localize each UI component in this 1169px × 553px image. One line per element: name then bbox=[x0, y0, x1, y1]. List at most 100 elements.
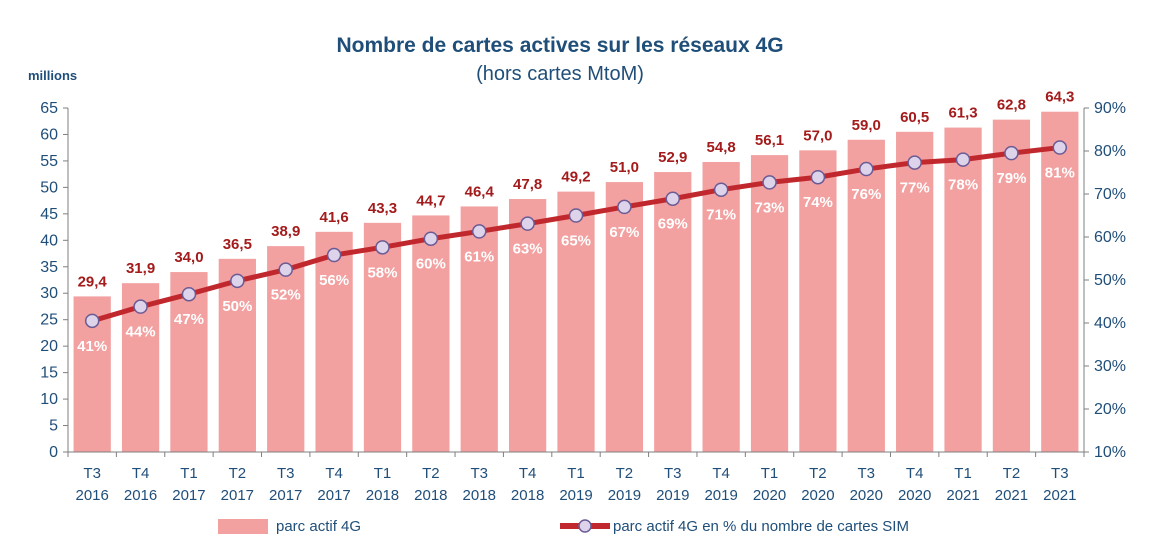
bar-value-label: 62,8 bbox=[997, 97, 1026, 114]
percent-label: 65% bbox=[561, 233, 591, 250]
y2-tick-label: 30% bbox=[1094, 358, 1126, 375]
bar bbox=[750, 155, 789, 452]
percent-label: 63% bbox=[513, 241, 543, 258]
x-tick-label-quarter: T2 bbox=[616, 465, 634, 482]
bar-value-label: 64,3 bbox=[1045, 89, 1074, 106]
bar bbox=[605, 182, 644, 453]
bar-value-label: 54,8 bbox=[707, 139, 736, 156]
bar-value-label: 31,9 bbox=[126, 260, 155, 277]
percent-label: 81% bbox=[1045, 165, 1075, 182]
y-axis-unit-label: millions bbox=[28, 68, 77, 83]
line-point bbox=[520, 216, 535, 231]
x-tick-label-year: 2018 bbox=[414, 487, 447, 504]
y-tick-label: 5 bbox=[49, 418, 58, 435]
percent-label: 47% bbox=[174, 311, 204, 328]
line-point bbox=[1052, 140, 1068, 155]
line-point bbox=[955, 152, 971, 167]
x-tick-label-quarter: T3 bbox=[277, 465, 295, 482]
percent-label: 71% bbox=[706, 207, 736, 224]
y-tick-label: 30 bbox=[40, 285, 58, 302]
bar-value-label: 59,0 bbox=[852, 117, 881, 134]
percent-label: 56% bbox=[319, 272, 349, 289]
bar bbox=[267, 246, 305, 452]
percent-label: 73% bbox=[755, 199, 785, 216]
bar-value-label: 29,4 bbox=[78, 273, 108, 290]
percent-label: 44% bbox=[126, 324, 156, 341]
y-tick-label: 50 bbox=[40, 179, 58, 196]
x-tick-label-year: 2020 bbox=[801, 487, 834, 504]
x-tick-label-quarter: T2 bbox=[422, 465, 440, 482]
bar-value-label: 44,7 bbox=[416, 192, 445, 209]
legend-bar-label: parc actif 4G bbox=[276, 518, 361, 535]
y-tick-label: 25 bbox=[40, 312, 58, 329]
y2-tick-label: 60% bbox=[1094, 229, 1126, 246]
bar-value-label: 46,4 bbox=[465, 183, 495, 200]
bar-value-label: 56,1 bbox=[755, 132, 784, 149]
x-tick-label-year: 2021 bbox=[946, 487, 979, 504]
percent-label: 69% bbox=[658, 216, 688, 233]
labels-layer: 29,4 31,9 34,0 36,5 38,9 41,6 43,3 44,7 46,4 47,8… bbox=[77, 89, 1075, 355]
x-tick-label-year: 2017 bbox=[221, 487, 254, 504]
bar bbox=[363, 222, 402, 452]
bar-value-label: 57,0 bbox=[803, 127, 832, 144]
legend-bar-swatch bbox=[218, 519, 268, 534]
line-point bbox=[84, 313, 100, 329]
line-point bbox=[230, 273, 245, 289]
line-point bbox=[713, 182, 729, 197]
y-tick-label: 55 bbox=[40, 153, 58, 170]
bar-value-label: 49,2 bbox=[561, 169, 590, 186]
y-tick-label: 65 bbox=[40, 100, 58, 117]
legend-line-label: parc actif 4G en % du nombre de cartes S… bbox=[613, 518, 909, 535]
percent-label: 58% bbox=[367, 264, 397, 281]
y2-tick-label: 40% bbox=[1094, 315, 1126, 332]
x-tick-label-year: 2020 bbox=[850, 487, 883, 504]
line-point bbox=[665, 191, 681, 206]
chart-subtitle: (hors cartes MtoM) bbox=[476, 63, 644, 85]
bar bbox=[557, 191, 595, 452]
x-tick-label-year: 2020 bbox=[753, 487, 786, 504]
line-point bbox=[423, 231, 439, 246]
line-point bbox=[471, 224, 487, 239]
line-point bbox=[375, 240, 390, 255]
line-point bbox=[762, 175, 777, 190]
y2-tick-label: 90% bbox=[1094, 100, 1126, 117]
x-tick-label-year: 2017 bbox=[317, 487, 350, 504]
y2-tick-label: 10% bbox=[1094, 444, 1126, 461]
x-tick-label-quarter: T1 bbox=[954, 465, 972, 482]
x-tick-label-year: 2017 bbox=[269, 487, 302, 504]
bar-value-label: 43,3 bbox=[368, 200, 397, 217]
x-tick-label-quarter: T3 bbox=[1051, 465, 1069, 482]
y-tick-label: 0 bbox=[49, 444, 58, 461]
bar bbox=[654, 172, 692, 452]
y2-tick-label: 20% bbox=[1094, 401, 1126, 418]
line-point bbox=[181, 286, 197, 302]
bars-layer bbox=[73, 111, 1079, 453]
x-tick-label-quarter: T3 bbox=[83, 465, 101, 482]
x-tick-label-quarter: T2 bbox=[229, 465, 247, 482]
y2-tick-label: 80% bbox=[1094, 143, 1126, 160]
percent-label: 67% bbox=[609, 224, 639, 241]
bar-value-label: 36,5 bbox=[223, 236, 252, 253]
x-tick-label-quarter: T3 bbox=[858, 465, 876, 482]
percent-label: 50% bbox=[222, 298, 252, 315]
bar-value-label: 61,3 bbox=[948, 105, 977, 122]
y-tick-label: 15 bbox=[40, 365, 58, 382]
x-tick-label-year: 2016 bbox=[76, 487, 109, 504]
percent-label: 77% bbox=[900, 180, 930, 197]
percent-label: 52% bbox=[271, 287, 301, 304]
x-tick-label-quarter: T4 bbox=[325, 465, 343, 482]
percent-label: 74% bbox=[803, 194, 833, 211]
line-point bbox=[859, 161, 874, 177]
bar bbox=[799, 150, 837, 453]
y-tick-label: 10 bbox=[40, 391, 58, 408]
x-tick-label-year: 2021 bbox=[1043, 487, 1076, 504]
x-tick-label-quarter: T4 bbox=[712, 465, 730, 482]
percent-label: 41% bbox=[77, 338, 107, 355]
bar bbox=[1041, 111, 1079, 452]
x-tick-label-quarter: T2 bbox=[809, 465, 827, 482]
percent-label: 76% bbox=[851, 186, 881, 203]
line-point bbox=[326, 247, 342, 263]
bar bbox=[944, 127, 982, 452]
bar bbox=[992, 119, 1031, 453]
x-tick-label-quarter: T1 bbox=[567, 465, 585, 482]
